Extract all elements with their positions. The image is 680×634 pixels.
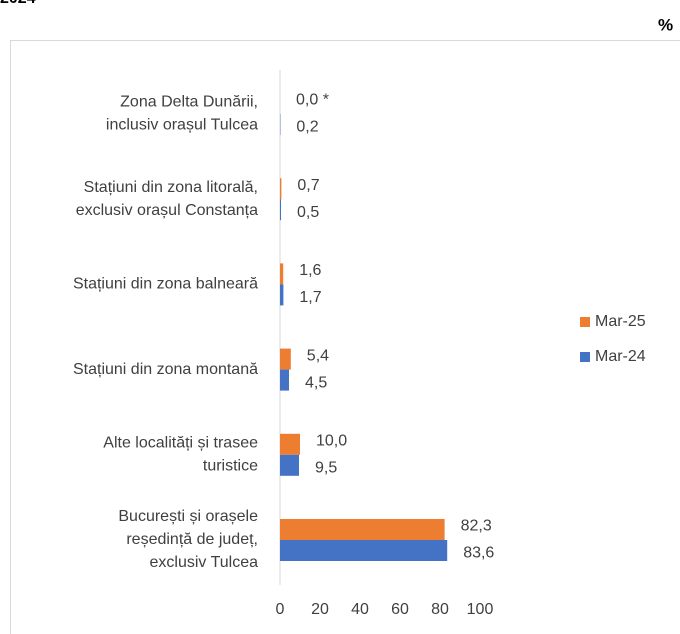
category-label: turistice [203,458,258,475]
category-label: Stațiuni din zona balneară [73,276,258,293]
value-label: 0,0 * [296,92,329,109]
x-tick-label: 0 [276,601,285,618]
bar [280,519,445,540]
value-label: 1,6 [299,262,321,279]
category-label: exclusiv Tulcea [150,554,259,571]
legend-swatch [580,317,590,327]
bar [280,433,300,455]
category-label: Zona Delta Dunării, [120,94,258,111]
value-label: 0,2 [296,119,318,136]
bar [280,178,282,200]
chart-title: 2024 [0,0,36,7]
category-label: reședință de județ, [126,531,258,548]
bar [280,454,299,476]
bar [280,348,291,370]
x-tick-label: 100 [467,601,494,618]
value-label: 0,5 [297,204,319,221]
value-label: 82,3 [461,518,492,535]
value-label: 0,7 [297,177,319,194]
bar [280,284,284,306]
x-tick-label: 20 [311,601,329,618]
bar [280,540,448,561]
category-label: Alte localități și trasee [103,435,258,452]
category-label: exclusiv orașul Constanța [76,202,258,219]
bar [280,369,289,391]
x-tick-label: 40 [351,601,369,618]
bar [280,263,284,285]
value-label: 1,7 [299,289,321,306]
value-label: 83,6 [463,545,494,562]
legend-label: Mar-24 [595,348,646,365]
category-label: Stațiuni din zona montană [73,361,258,378]
category-label: inclusiv orașul Tulcea [106,117,258,134]
category-label: București și orașele [118,508,258,525]
x-tick-label: 60 [391,601,409,618]
unit-label: % [658,15,673,34]
x-tick-label: 80 [431,601,449,618]
value-label: 9,5 [315,460,337,477]
legend-swatch [580,352,590,362]
value-label: 5,4 [307,347,329,364]
bar [280,199,281,221]
category-label: Stațiuni din zona litorală, [84,179,258,196]
value-label: 10,0 [316,433,347,450]
legend-label: Mar-25 [595,313,646,330]
value-label: 4,5 [305,374,327,391]
plot-border [10,40,680,634]
